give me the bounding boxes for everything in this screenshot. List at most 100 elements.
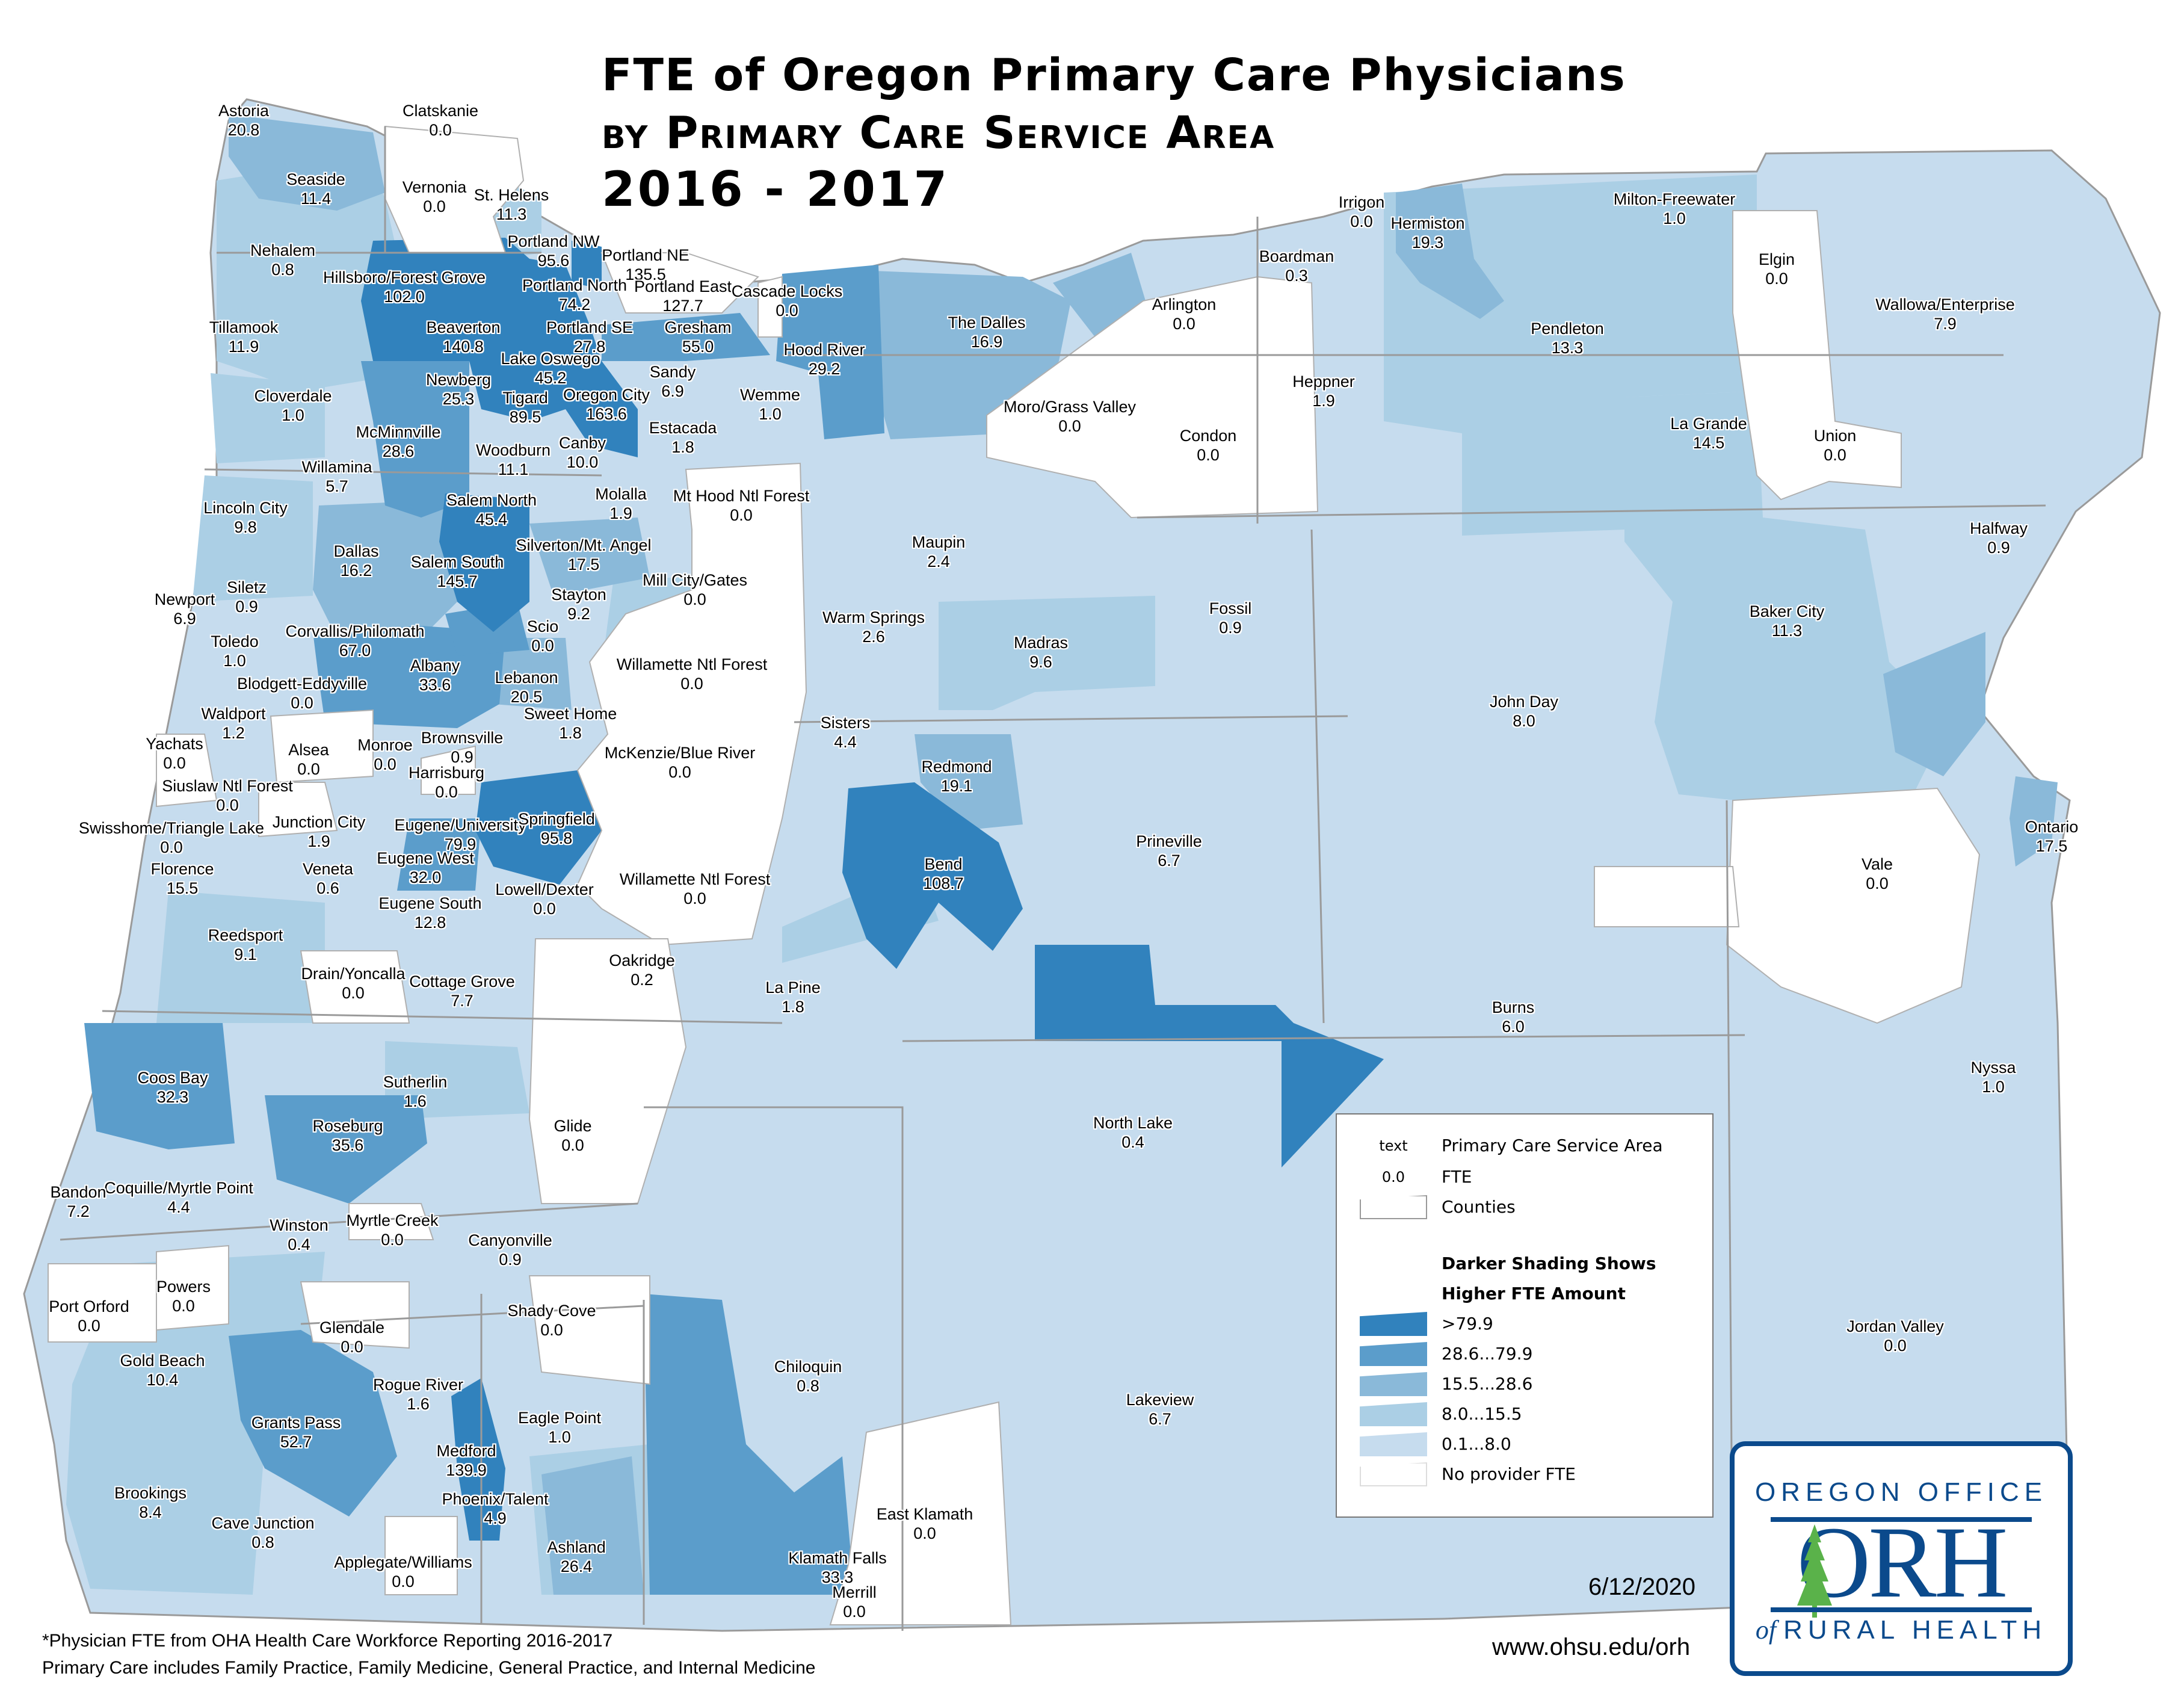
area-label: Newport 6.9 bbox=[155, 590, 215, 628]
area-label: Harrisburg 0.0 bbox=[409, 763, 484, 802]
area-label: Sweet Home 1.8 bbox=[524, 704, 617, 743]
tree-icon bbox=[1797, 1524, 1832, 1618]
area-label: Cottage Grove 7.7 bbox=[409, 972, 515, 1010]
area-name: Newport bbox=[154, 590, 215, 608]
area-label: Monroe 0.0 bbox=[357, 735, 413, 774]
area-label: Grants Pass 52.7 bbox=[251, 1413, 341, 1451]
logo-bottom-text: of RURAL HEALTH bbox=[1735, 1615, 2068, 1645]
area-label: Eugene South 12.8 bbox=[378, 894, 481, 932]
area-fte-value: 11.3 bbox=[496, 205, 527, 223]
area-name: Portland SE bbox=[546, 318, 634, 336]
area-fte-value: 0.0 bbox=[1884, 1337, 1907, 1355]
area-fte-value: 0.0 bbox=[291, 694, 313, 712]
area-label: Hillsboro/Forest Grove 102.0 bbox=[323, 268, 486, 306]
area-label: Bandon 7.2 bbox=[50, 1183, 106, 1221]
area-name: Phoenix/Talent bbox=[442, 1490, 549, 1508]
area-label: McMinnville 28.6 bbox=[356, 422, 440, 461]
area-label: Wemme 1.0 bbox=[740, 385, 800, 424]
area-label: Portland North 74.2 bbox=[522, 276, 627, 314]
legend-swatch-gt-79-9 bbox=[1360, 1312, 1427, 1336]
area-fte-value: 0.8 bbox=[271, 261, 294, 279]
area-name: Jordan Valley bbox=[1846, 1317, 1944, 1335]
legend-swatch-no-provider bbox=[1360, 1462, 1427, 1486]
area-name: Harrisburg bbox=[408, 764, 485, 782]
area-fte-value: 139.9 bbox=[446, 1461, 487, 1479]
area-name: Wallowa/Enterprise bbox=[1875, 295, 2015, 314]
map-title-line-1: FTE of Oregon Primary Care Physicians bbox=[602, 49, 1626, 101]
area-name: Halfway bbox=[1969, 519, 2028, 537]
area-label: Myrtle Creek 0.0 bbox=[346, 1211, 438, 1249]
orh-logo: OREGON OFFICE ORH of RURAL HEALTH bbox=[1730, 1441, 2073, 1676]
legend-class-1: >79.9 bbox=[1337, 1312, 1712, 1342]
area-fte-value: 145.7 bbox=[437, 572, 478, 590]
area-label: Coos Bay 32.3 bbox=[137, 1068, 208, 1107]
area-fte-value: 0.0 bbox=[78, 1317, 100, 1335]
area-label: Brookings 8.4 bbox=[114, 1483, 187, 1522]
area-fte-value: 89.5 bbox=[509, 408, 541, 426]
area-fte-value: 0.0 bbox=[913, 1524, 936, 1542]
area-fte-value: 79.9 bbox=[444, 835, 477, 853]
area-name: Prineville bbox=[1136, 832, 1202, 850]
area-label: Portland East 127.7 bbox=[634, 277, 732, 315]
area-fte-value: 9.8 bbox=[234, 518, 257, 536]
area-name: Portland North bbox=[522, 276, 628, 294]
area-name: Yachats bbox=[146, 735, 203, 753]
area-name: Ashland bbox=[547, 1538, 606, 1556]
area-fte-value: 20.5 bbox=[510, 688, 543, 706]
area-name: Beaverton bbox=[426, 318, 501, 336]
area-name: Elgin bbox=[1758, 250, 1795, 268]
legend-counties-label: Counties bbox=[1442, 1197, 1516, 1217]
area-label: Oakridge 0.2 bbox=[609, 951, 675, 989]
area-fte-value: 2.4 bbox=[927, 552, 950, 570]
area-label: Lebanon 20.5 bbox=[495, 668, 558, 706]
area-label: Willamina 5.7 bbox=[301, 457, 372, 496]
area-label: Stayton 9.2 bbox=[551, 585, 606, 623]
area-name: Lincoln City bbox=[203, 499, 288, 517]
area-name: Eugene South bbox=[378, 894, 482, 912]
area-label: Lincoln City 9.8 bbox=[203, 498, 288, 537]
area-label: Portland SE 27.8 bbox=[546, 318, 633, 356]
area-label: Fossil 0.9 bbox=[1209, 599, 1252, 637]
area-name: Mt Hood Ntl Forest bbox=[673, 487, 810, 505]
area-fte-value: 13.3 bbox=[1551, 339, 1584, 357]
area-name: Moro/Grass Valley bbox=[1003, 398, 1137, 416]
area-name: Hood River bbox=[783, 341, 865, 359]
area-name: Willamette Ntl Forest bbox=[616, 655, 768, 673]
website-link[interactable]: www.ohsu.edu/orh bbox=[1492, 1634, 1691, 1660]
area-name: Tillamook bbox=[209, 318, 279, 336]
area-fte-value: 0.9 bbox=[1219, 619, 1242, 637]
area-fte-value: 67.0 bbox=[339, 642, 371, 660]
area-label: Blodgett-Eddyville 0.0 bbox=[237, 674, 367, 713]
area-label: Woodburn 11.1 bbox=[476, 441, 551, 479]
legend-fte-symbol: 0.0 bbox=[1381, 1169, 1405, 1186]
area-label: Vale 0.0 bbox=[1862, 855, 1893, 893]
area-label: Salem South 145.7 bbox=[411, 552, 504, 591]
area-fte-value: 0.8 bbox=[797, 1377, 819, 1395]
area-name: Winston bbox=[270, 1216, 329, 1234]
area-label: Vernonia 0.0 bbox=[403, 178, 467, 216]
legend-swatch-8-0-15-5 bbox=[1360, 1402, 1427, 1426]
area-fte-value: 32.0 bbox=[409, 868, 442, 886]
legend-class-5: 0.1...8.0 bbox=[1337, 1432, 1712, 1462]
area-fte-value: 11.9 bbox=[228, 338, 259, 356]
area-name: Applegate/Williams bbox=[334, 1553, 472, 1571]
area-label: Nehalem 0.8 bbox=[250, 241, 315, 279]
area-fte-value: 0.4 bbox=[288, 1235, 310, 1254]
area-label: Siuslaw Ntl Forest 0.0 bbox=[162, 776, 293, 815]
area-label: Eugene West 32.0 bbox=[377, 849, 474, 887]
area-name: Maupin bbox=[912, 533, 966, 551]
area-name: Canby bbox=[558, 434, 606, 452]
area-fte-value: 1.0 bbox=[282, 406, 304, 424]
legend-class-2: 28.6...79.9 bbox=[1337, 1342, 1712, 1372]
area-name: Monroe bbox=[357, 736, 413, 754]
area-label: Cave Junction 0.8 bbox=[211, 1513, 314, 1552]
area-label: Portland NW 95.6 bbox=[507, 232, 599, 270]
area-fte-value: 0.0 bbox=[172, 1297, 195, 1315]
map-title-line-2: by Primary Care Service Area bbox=[602, 107, 1276, 159]
class-28-6-79-9-regions bbox=[84, 265, 884, 1595]
area-name: Irrigon bbox=[1338, 193, 1385, 211]
area-fte-value: 6.0 bbox=[1502, 1018, 1525, 1036]
area-fte-value: 1.9 bbox=[1312, 392, 1335, 410]
area-label: Dallas 16.2 bbox=[333, 542, 378, 580]
area-fte-value: 140.8 bbox=[443, 338, 484, 356]
